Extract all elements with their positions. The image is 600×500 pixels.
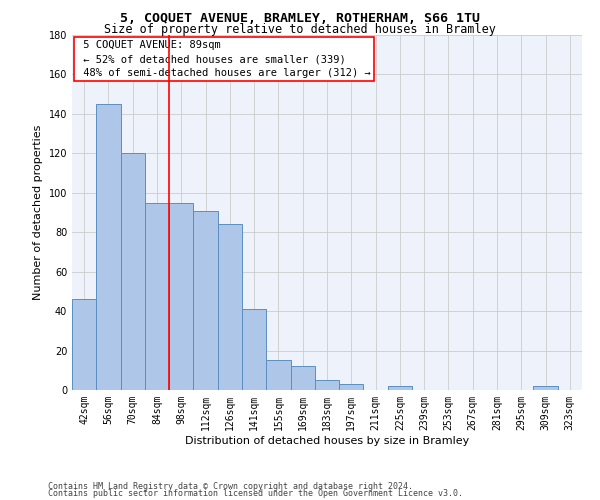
Bar: [193, 210, 218, 390]
Bar: [290, 366, 315, 390]
Text: Contains HM Land Registry data © Crown copyright and database right 2024.: Contains HM Land Registry data © Crown c…: [48, 482, 413, 491]
Bar: [96, 104, 121, 390]
X-axis label: Distribution of detached houses by size in Bramley: Distribution of detached houses by size …: [185, 436, 469, 446]
Bar: [218, 224, 242, 390]
Bar: [533, 386, 558, 390]
Bar: [388, 386, 412, 390]
Bar: [72, 300, 96, 390]
Text: Contains public sector information licensed under the Open Government Licence v3: Contains public sector information licen…: [48, 489, 463, 498]
Bar: [266, 360, 290, 390]
Bar: [169, 202, 193, 390]
Bar: [145, 202, 169, 390]
Text: 5, COQUET AVENUE, BRAMLEY, ROTHERHAM, S66 1TU: 5, COQUET AVENUE, BRAMLEY, ROTHERHAM, S6…: [120, 12, 480, 26]
Y-axis label: Number of detached properties: Number of detached properties: [33, 125, 43, 300]
Bar: [242, 309, 266, 390]
Text: 5 COQUET AVENUE: 89sqm
 ← 52% of detached houses are smaller (339)
 48% of semi-: 5 COQUET AVENUE: 89sqm ← 52% of detached…: [77, 40, 371, 78]
Bar: [339, 384, 364, 390]
Text: Size of property relative to detached houses in Bramley: Size of property relative to detached ho…: [104, 22, 496, 36]
Bar: [315, 380, 339, 390]
Bar: [121, 154, 145, 390]
